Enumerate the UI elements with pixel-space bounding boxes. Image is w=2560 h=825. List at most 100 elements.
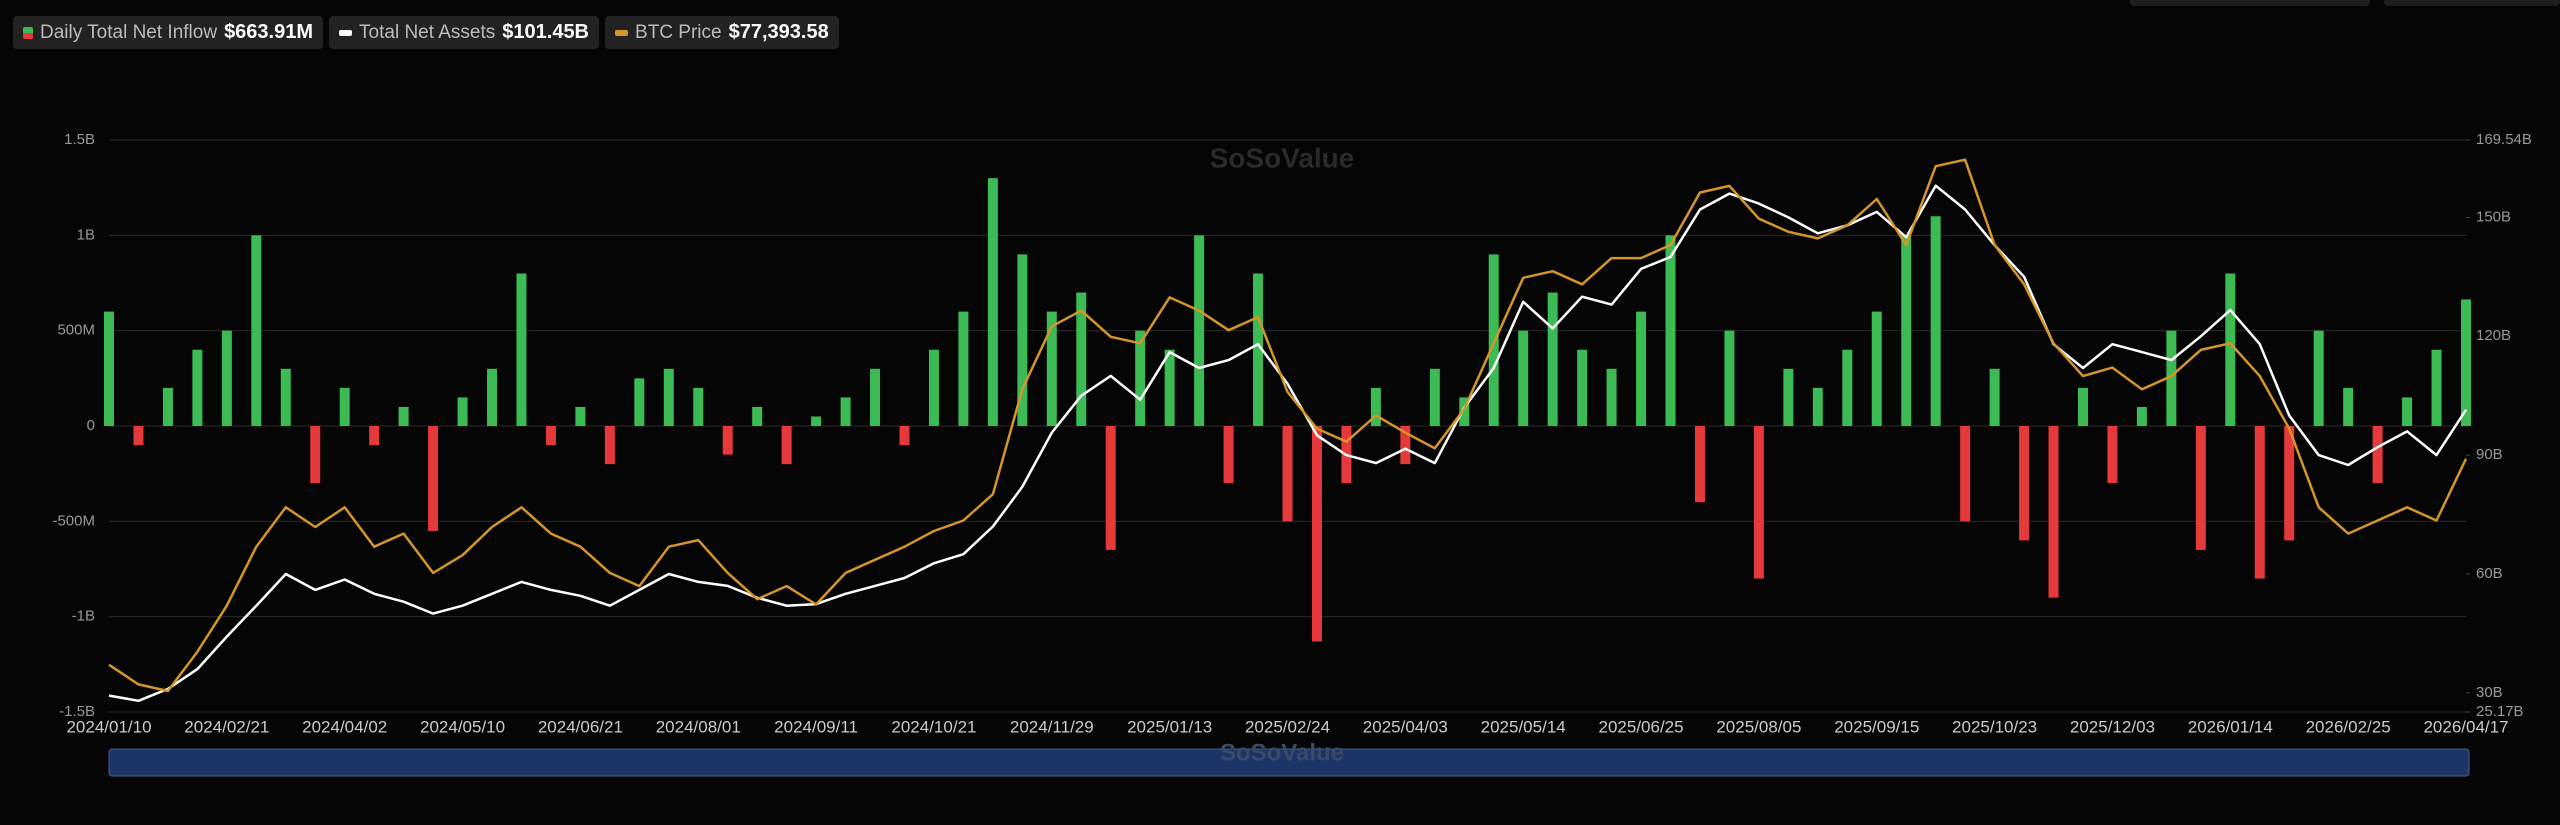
bar — [1046, 311, 1057, 426]
legend-label: Daily Total Net Inflow — [40, 21, 218, 43]
bar — [752, 406, 763, 426]
y2-tick-label: 30B — [2476, 684, 2503, 701]
legend-value: $77,393.58 — [728, 21, 829, 43]
bar — [1400, 426, 1411, 465]
bar — [1665, 235, 1676, 426]
bar — [693, 387, 704, 426]
bar — [1606, 368, 1617, 426]
bar — [545, 426, 556, 446]
x-tick-label: 2025/08/05 — [1716, 717, 1801, 736]
legend-icon — [23, 26, 33, 39]
bar — [2431, 349, 2442, 426]
bar — [2254, 426, 2265, 579]
bar — [1311, 426, 1322, 642]
bar — [1989, 368, 2000, 426]
bar — [2195, 426, 2206, 550]
y-tick-label: 1.5B — [64, 131, 95, 148]
y2-tick-label: 120B — [2476, 327, 2511, 344]
x-tick-label: 2024/05/10 — [420, 717, 505, 736]
legend-item[interactable]: Total Net Assets $101.45B — [329, 16, 600, 49]
bar — [2077, 387, 2088, 426]
bar — [280, 368, 291, 426]
bar — [310, 426, 321, 484]
y-tick-label: 1B — [77, 226, 95, 243]
bar — [398, 406, 409, 426]
bar — [604, 426, 615, 465]
x-tick-label: 2024/01/10 — [66, 717, 151, 736]
legend-item[interactable]: Daily Total Net Inflow $663.91M — [13, 16, 324, 49]
bar — [781, 426, 792, 465]
x-tick-label: 2025/01/13 — [1127, 717, 1212, 736]
bar — [162, 387, 173, 426]
bar — [1194, 235, 1205, 426]
bar — [1370, 387, 1381, 426]
bar — [1930, 216, 1941, 426]
bar — [2019, 426, 2030, 541]
bar — [722, 426, 733, 455]
line — [108, 184, 2468, 703]
y-tick-label: -500M — [52, 512, 95, 529]
bar — [1724, 330, 1735, 426]
x-tick-label: 2024/10/21 — [891, 717, 976, 736]
bar — [2136, 406, 2147, 426]
bar — [516, 273, 527, 426]
bar — [1135, 330, 1146, 426]
bar — [2372, 426, 2383, 484]
bar — [1105, 426, 1116, 550]
bar — [2313, 330, 2324, 426]
bar — [1871, 311, 1882, 426]
x-tick-label: 2024/08/01 — [656, 717, 741, 736]
legend-value: $663.91M — [224, 21, 314, 43]
bar — [192, 349, 203, 426]
bar — [2048, 426, 2059, 598]
x-tick-label: 2025/05/14 — [1481, 717, 1566, 736]
navigator[interactable] — [108, 748, 2470, 777]
bar — [1842, 349, 1853, 426]
x-tick-label: 2025/09/15 — [1834, 717, 1919, 736]
bar — [1753, 426, 1764, 579]
bar — [487, 368, 498, 426]
bar — [1459, 397, 1470, 426]
x-tick-label: 2024/02/21 — [184, 717, 269, 736]
bar — [2225, 273, 2236, 426]
bar — [1223, 426, 1234, 484]
bar — [928, 349, 939, 426]
toolbar-button[interactable] — [2130, 0, 2370, 6]
legend-value: $101.45B — [502, 21, 590, 43]
bar — [870, 368, 881, 426]
bar — [104, 311, 114, 426]
bar — [899, 426, 910, 446]
y2-tick-label: 150B — [2476, 208, 2511, 225]
bar — [1694, 426, 1705, 503]
bar — [133, 426, 144, 446]
bar — [339, 387, 350, 426]
toolbar-button[interactable] — [2384, 0, 2560, 6]
y-tick-label: 500M — [57, 322, 95, 339]
bar — [1577, 349, 1588, 426]
x-tick-label: 2025/02/24 — [1245, 717, 1330, 736]
bar — [221, 330, 232, 426]
bar — [1017, 254, 1028, 426]
bar — [2166, 330, 2177, 426]
x-tick-label: 2026/01/14 — [2188, 717, 2273, 736]
bar — [1547, 292, 1558, 426]
bar — [1960, 426, 1971, 522]
x-tick-label: 2025/04/03 — [1363, 717, 1448, 736]
legend-icon — [615, 29, 629, 36]
y2-tick-label: 60B — [2476, 565, 2503, 582]
bar — [251, 235, 262, 426]
bar — [1253, 273, 1264, 426]
legend-icon — [339, 29, 353, 36]
legend-label: BTC Price — [635, 21, 722, 43]
bar — [1783, 368, 1794, 426]
bar — [428, 426, 439, 531]
bar — [663, 368, 674, 426]
x-tick-label: 2024/11/29 — [1010, 717, 1094, 736]
line — [108, 158, 2468, 693]
bar — [958, 311, 969, 426]
bar — [1429, 368, 1440, 426]
y-tick-label: -1B — [72, 608, 95, 625]
legend: Daily Total Net Inflow $663.91M Total Net… — [13, 16, 839, 49]
legend-item[interactable]: BTC Price $77,393.58 — [605, 16, 839, 49]
